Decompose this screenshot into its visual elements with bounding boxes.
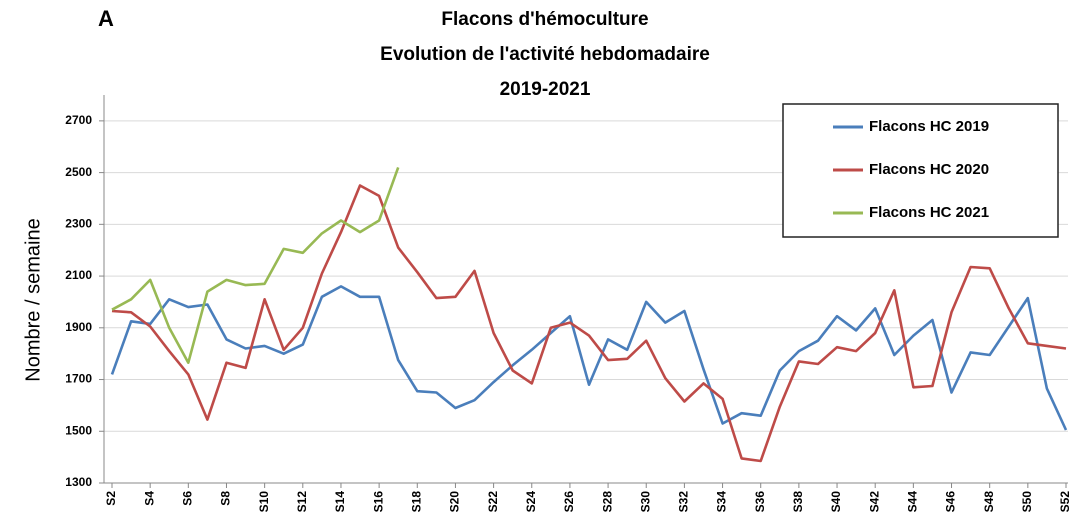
chart-title: Evolution de l'activité hebdomadaire [380, 44, 710, 65]
legend-box [782, 103, 1059, 238]
legend-label: Flacons HC 2020 [869, 161, 989, 178]
x-tick-label: S16 [371, 491, 385, 513]
x-tick-label: S30 [638, 491, 652, 513]
x-tick-label: S6 [180, 491, 194, 506]
y-tick-label: 2700 [65, 113, 92, 127]
panel-label: A [98, 6, 114, 31]
x-tick-label: S48 [982, 491, 996, 513]
chart-title: 2019-2021 [500, 79, 591, 100]
x-tick-label: S20 [448, 491, 462, 513]
y-tick-label: 2500 [65, 165, 92, 179]
y-tick-label: 1300 [65, 475, 92, 489]
x-tick-label: S2 [104, 491, 118, 506]
series-line [111, 166, 400, 364]
x-tick-label: S50 [1020, 491, 1034, 513]
x-tick-label: S24 [524, 491, 538, 513]
y-tick-label: 2100 [65, 268, 92, 282]
x-tick-label: S22 [486, 491, 500, 513]
x-tick-label: S8 [219, 491, 233, 506]
y-axis-label: Nombre / semaine [22, 218, 44, 381]
legend-label: Flacons HC 2019 [869, 118, 989, 135]
x-tick-label: S12 [295, 491, 309, 513]
x-tick-label: S10 [257, 491, 271, 513]
x-tick-label: S36 [753, 491, 767, 513]
legend-label: Flacons HC 2021 [869, 204, 989, 221]
x-tick-label: S28 [600, 491, 614, 513]
x-tick-label: S14 [333, 491, 347, 513]
x-tick-label: S34 [715, 491, 729, 513]
x-tick-label: S40 [829, 491, 843, 513]
x-tick-label: S26 [562, 491, 576, 513]
x-tick-label: S32 [677, 491, 691, 513]
y-tick-label: 1500 [65, 423, 92, 437]
x-tick-label: S52 [1058, 491, 1072, 513]
chart-title: Flacons d'hémoculture [441, 9, 648, 30]
y-tick-label: 1700 [65, 372, 92, 386]
x-tick-label: S38 [791, 491, 805, 513]
x-tick-label: S46 [944, 491, 958, 513]
y-tick-label: 2300 [65, 217, 92, 231]
x-tick-label: S42 [867, 491, 881, 513]
series-line [110, 285, 1068, 431]
x-tick-label: S4 [142, 491, 156, 506]
series-line [111, 184, 1067, 463]
x-tick-label: S44 [906, 491, 920, 513]
x-tick-label: S18 [409, 491, 423, 513]
y-tick-label: 1900 [65, 320, 92, 334]
